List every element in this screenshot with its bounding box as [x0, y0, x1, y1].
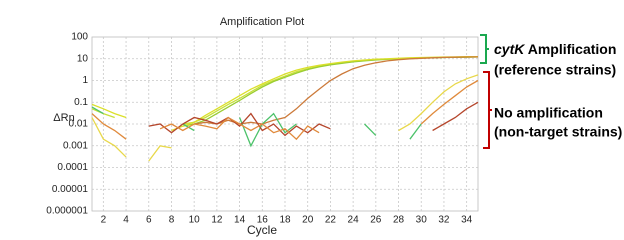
- x-tick-label: 18: [279, 215, 291, 226]
- y-tick-label: 100: [71, 32, 88, 43]
- x-tick-label: 20: [302, 215, 314, 226]
- x-tick-label: 12: [211, 215, 223, 226]
- x-tick-label: 4: [123, 215, 129, 226]
- y-tick-label: 0.001: [63, 140, 88, 151]
- x-tick-label: 28: [393, 215, 405, 226]
- y-tick-label: 0.000001: [46, 206, 88, 217]
- x-tick-label: 10: [189, 215, 201, 226]
- series-line: [91, 79, 479, 141]
- x-tick-label: 34: [461, 215, 473, 226]
- y-tick-label: 0.0001: [57, 162, 88, 173]
- x-tick-label: 14: [234, 215, 246, 226]
- y-tick-label: 0.00001: [52, 184, 89, 195]
- annotation: No amplification: [494, 105, 603, 121]
- bracket: [483, 71, 492, 149]
- y-tick-label: 10: [77, 53, 89, 64]
- annotation-sub: (non-target strains): [494, 124, 622, 140]
- series-line: [91, 74, 479, 162]
- x-tick-label: 8: [169, 215, 175, 226]
- annotation-sub: (reference strains): [494, 62, 616, 78]
- y-tick-label: 1: [82, 75, 88, 86]
- annotation: cytK Amplification: [494, 41, 616, 57]
- series-line: [148, 101, 479, 137]
- x-tick-label: 16: [257, 215, 269, 226]
- x-tick-label: 6: [146, 215, 152, 226]
- annotation-label: Amplification: [528, 41, 617, 57]
- y-tick-label: 0.01: [69, 119, 89, 130]
- x-tick-label: 22: [325, 215, 337, 226]
- chart-title: Amplification Plot: [220, 16, 304, 28]
- x-tick-label: 2: [101, 215, 107, 226]
- x-axis-label: Cycle: [247, 223, 277, 237]
- y-tick-label: 0.1: [74, 97, 88, 108]
- x-tick-label: 24: [348, 215, 360, 226]
- x-tick-label: 26: [370, 215, 382, 226]
- x-tick-label: 30: [416, 215, 428, 226]
- y-axis-label: ΔRn: [53, 112, 74, 124]
- bracket: [480, 34, 489, 64]
- annotation-italic: cytK: [494, 41, 525, 57]
- x-tick-label: 32: [438, 215, 450, 226]
